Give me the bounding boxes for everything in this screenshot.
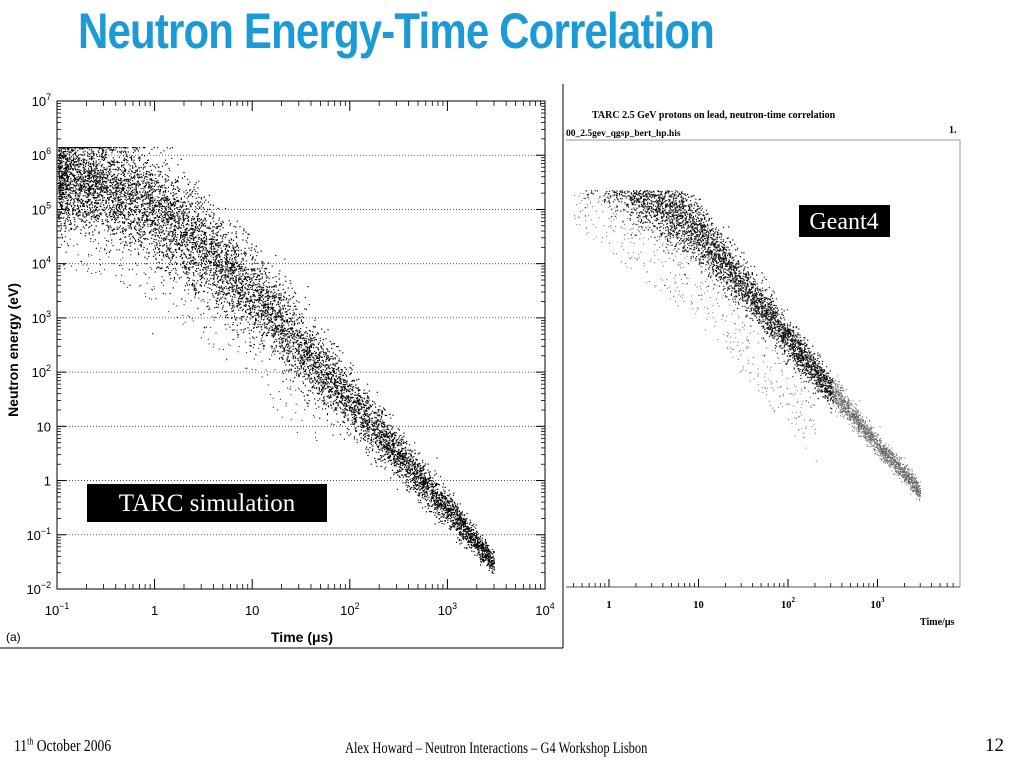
tarc-y-tick-label: 106 bbox=[32, 146, 51, 163]
tarc-x-tick-label: 1 bbox=[151, 603, 158, 618]
geant4-x-tick-label: 10 bbox=[693, 600, 704, 611]
geant4-scatter-sparse-points bbox=[574, 192, 922, 501]
tarc-y-tick-label: 102 bbox=[32, 363, 51, 380]
tarc-y-tick-label: 1 bbox=[44, 474, 51, 489]
tarc-gridlines bbox=[57, 154, 545, 536]
tarc-scatter-band bbox=[58, 147, 496, 574]
tarc-y-tick-label: 105 bbox=[32, 200, 51, 217]
tarc-x-tick-label: 10 bbox=[245, 603, 259, 618]
tarc-scatter-points bbox=[58, 147, 496, 574]
tarc-x-tick-label: 103 bbox=[438, 601, 457, 618]
geant4-scatter-points bbox=[584, 190, 834, 414]
plots-canvas: TARC 2.5 GeV protons on lead, neutron-ti… bbox=[0, 84, 961, 649]
geant4-corner-label: 1. bbox=[949, 125, 957, 136]
tarc-y-tick-label: 10−2 bbox=[26, 580, 51, 597]
geant4-x-axis-label: Time/μs bbox=[920, 617, 954, 628]
geant4-panel: TARC 2.5 GeV protons on lead, neutron-ti… bbox=[562, 84, 961, 628]
tarc-y-tick-label: 10 bbox=[37, 419, 51, 434]
slide-title: Neutron Energy-Time Correlation bbox=[78, 3, 715, 59]
tarc-x-tick-label: 10−1 bbox=[45, 601, 70, 618]
page-number: 12 bbox=[985, 735, 1004, 756]
geant4-chart-title: TARC 2.5 GeV protons on lead, neutron-ti… bbox=[592, 110, 836, 121]
tarc-y-tick-label: 10−1 bbox=[26, 526, 51, 543]
tarc-x-axis-label: Time (μs) bbox=[271, 629, 333, 645]
tarc-panel: 10−2 10−1 1 10 102 103 104 105 106 107 10−1 1 10 102 1… bbox=[0, 84, 564, 649]
tarc-y-tick-label: 107 bbox=[32, 92, 51, 109]
tarc-label-box bbox=[87, 484, 327, 522]
tarc-axes: 10−2 10−1 1 10 102 103 104 105 106 107 10−1 1 10 102 1… bbox=[26, 92, 554, 618]
tarc-x-tick-label: 102 bbox=[340, 601, 359, 618]
tarc-y-tick-label: 103 bbox=[32, 309, 51, 326]
tarc-y-tick-label: 104 bbox=[32, 255, 51, 272]
tarc-label: TARC simulation bbox=[119, 490, 296, 517]
geant4-label-box bbox=[799, 205, 890, 237]
tarc-x-tick-label: 104 bbox=[535, 601, 554, 618]
geant4-scatter-band bbox=[574, 190, 922, 501]
geant4-x-tick-label: 1 bbox=[606, 600, 611, 611]
tarc-y-axis-label: Neutron energy (eV) bbox=[5, 283, 21, 417]
footer-presentation-info: Alex Howard – Neutron Interactions – G4 … bbox=[345, 740, 648, 757]
geant4-x-tick-label: 102 bbox=[781, 596, 796, 611]
geant4-x-axis: 1 10 102 103 bbox=[572, 579, 954, 611]
geant4-label: Geant4 bbox=[809, 209, 878, 235]
geant4-chart-subtitle: 00_2.5gev_qgsp_bert_hp.his bbox=[566, 129, 681, 139]
footer-date: 11th October 2006 bbox=[14, 736, 112, 755]
tarc-panel-label: (a) bbox=[6, 630, 21, 644]
geant4-x-tick-label: 103 bbox=[870, 596, 885, 611]
tarc-plot-frame bbox=[56, 100, 546, 590]
